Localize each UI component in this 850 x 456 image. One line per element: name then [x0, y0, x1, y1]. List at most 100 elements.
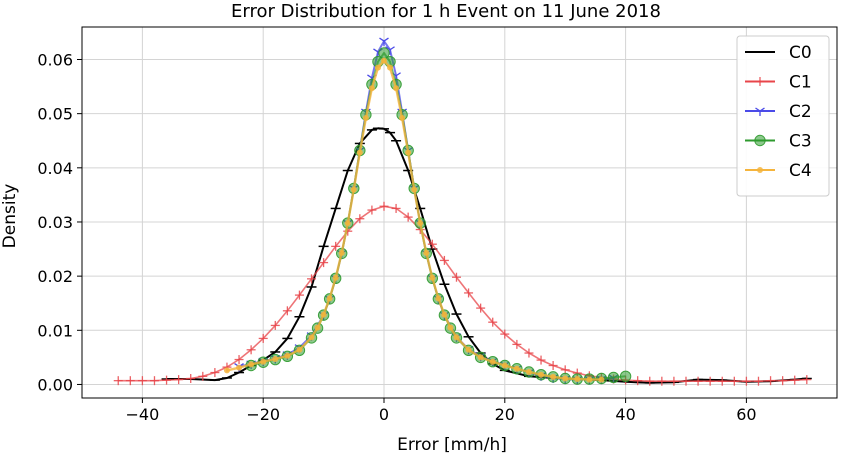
x-tick-label: 20	[495, 405, 515, 424]
series-c3	[245, 47, 632, 385]
data-point-c4	[441, 311, 448, 318]
data-point-c4	[411, 186, 418, 193]
data-point-c4	[393, 85, 400, 92]
data-point-c1	[669, 376, 679, 386]
data-point-c1	[258, 333, 268, 343]
data-point-c1	[149, 376, 159, 386]
data-point-c1	[729, 376, 739, 386]
y-tick-label: 0.03	[37, 213, 73, 232]
data-point-c4	[598, 376, 605, 383]
plot-frame	[81, 26, 838, 399]
x-axis-label: Error [mm/h]	[397, 435, 507, 455]
series-line-c0	[166, 127, 807, 384]
data-point-c4	[272, 356, 279, 363]
x-tick-label: −40	[126, 405, 160, 424]
data-point-c1	[512, 339, 522, 349]
data-point-c1	[186, 374, 196, 384]
series-c0	[161, 127, 812, 384]
data-point-c1	[391, 203, 401, 213]
data-point-c4	[248, 361, 255, 368]
data-point-c4	[260, 358, 267, 365]
data-point-c1	[802, 375, 812, 385]
data-point-c1	[464, 288, 474, 298]
axis-ticks: −40 −20 0 20 40 60 0.00 0.01 0.02 0.03 0.04 0.05 0.0…	[37, 50, 756, 424]
data-point-c1	[379, 201, 389, 211]
data-point-c1	[125, 376, 135, 386]
legend-marker	[757, 167, 763, 173]
y-tick-label: 0.00	[37, 375, 73, 394]
series-line-c4	[226, 59, 602, 381]
legend-label: C2	[789, 102, 812, 122]
data-point-c4	[501, 362, 508, 369]
data-point-c1	[681, 376, 691, 386]
data-point-c4	[344, 220, 351, 227]
legend-item-c1: C1	[745, 73, 812, 93]
data-point-c1	[367, 205, 377, 215]
data-point-c4	[538, 371, 545, 378]
data-point-c1	[137, 376, 147, 386]
x-tick-label: 0	[379, 405, 389, 424]
data-point-c1	[778, 376, 788, 386]
data-point-c1	[657, 376, 667, 386]
data-point-c3	[607, 371, 620, 384]
legend-item-c3: C3	[745, 132, 812, 152]
data-point-c4	[296, 346, 303, 353]
data-point-c1	[451, 272, 461, 282]
data-point-c1	[790, 375, 800, 385]
data-point-c1	[705, 376, 715, 386]
data-point-c4	[453, 334, 460, 341]
data-point-c4	[236, 364, 243, 371]
data-point-c1	[633, 376, 643, 386]
data-point-c1	[439, 255, 449, 265]
y-tick-label: 0.05	[37, 105, 73, 124]
data-point-c1	[294, 290, 304, 300]
data-point-c4	[374, 64, 381, 71]
data-point-c1	[307, 274, 317, 284]
data-point-c1	[174, 375, 184, 385]
legend-marker	[755, 77, 765, 86]
data-point-c4	[489, 358, 496, 365]
data-point-c1	[355, 214, 365, 224]
legend-label: C1	[789, 73, 812, 93]
legend-item-c0: C0	[745, 43, 812, 63]
data-point-c4	[423, 249, 430, 256]
data-point-c4	[320, 311, 327, 318]
data-point-c4	[308, 334, 315, 341]
data-point-c4	[477, 354, 484, 361]
legend-label: C4	[789, 161, 812, 181]
data-point-c1	[766, 376, 776, 386]
data-point-c4	[338, 249, 345, 256]
data-point-c4	[284, 352, 291, 359]
data-point-c4	[574, 376, 581, 383]
data-point-c4	[447, 324, 454, 331]
data-point-c4	[362, 114, 369, 121]
data-point-c3	[619, 370, 632, 383]
series-layer	[113, 37, 812, 386]
legend-label: C0	[789, 43, 812, 63]
data-point-c4	[550, 373, 557, 380]
data-point-c1	[524, 348, 534, 358]
data-point-c2	[379, 37, 389, 47]
data-point-c4	[381, 57, 387, 64]
data-point-c4	[356, 149, 363, 156]
data-point-c1	[162, 375, 172, 385]
data-point-c4	[513, 365, 520, 372]
data-point-c4	[405, 149, 412, 156]
data-point-c1	[488, 317, 498, 327]
data-point-c1	[319, 258, 329, 268]
data-point-c1	[113, 376, 123, 386]
legend-marker	[754, 134, 766, 147]
data-point-c4	[332, 274, 339, 281]
series-line-c2	[238, 40, 614, 381]
x-tick-label: −20	[246, 405, 280, 424]
data-point-c1	[717, 376, 727, 386]
data-point-c4	[417, 220, 424, 227]
data-point-c2	[385, 46, 395, 55]
legend-item-c2: C2	[745, 102, 812, 122]
legend-label: C3	[789, 132, 812, 152]
data-point-c1	[246, 345, 256, 355]
data-point-c4	[387, 64, 394, 71]
legend: C0 C1 C2 C3 C4	[736, 35, 830, 197]
legend-item-c4: C4	[745, 161, 812, 181]
